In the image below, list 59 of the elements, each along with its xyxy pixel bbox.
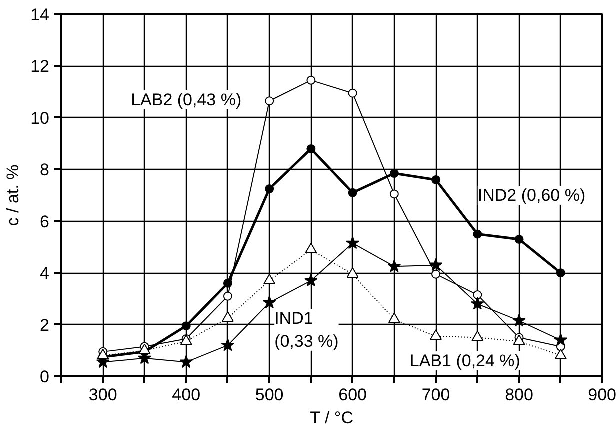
y-tick-label: 14 — [30, 6, 50, 24]
y-axis-title: c / at. % — [4, 164, 23, 226]
series-label: IND1 (0,33 %) — [274, 309, 339, 351]
point — [264, 274, 276, 285]
y-tick-label: 8 — [40, 160, 50, 180]
y-tick-label: 2 — [40, 316, 50, 335]
x-tick-label: 900 — [588, 386, 616, 404]
point — [554, 333, 568, 346]
point — [180, 355, 194, 368]
y-tick-label: 12 — [30, 57, 50, 76]
point — [554, 348, 567, 360]
point — [222, 311, 234, 322]
point — [138, 344, 151, 354]
point — [221, 338, 235, 352]
x-tick-label: 300 — [88, 386, 118, 404]
point — [432, 270, 441, 279]
series-label: LAB2 (0,43 %) — [131, 90, 242, 110]
point — [514, 234, 524, 244]
point — [346, 236, 360, 250]
x-tick-label: 700 — [422, 386, 450, 404]
point — [390, 169, 399, 178]
point — [265, 96, 274, 106]
point — [346, 268, 359, 278]
point — [432, 175, 441, 184]
point — [305, 242, 318, 254]
point — [223, 278, 232, 288]
point — [473, 290, 482, 300]
y-tick-label: 6 — [40, 212, 50, 232]
series-label: IND2 (0,60 %) — [478, 186, 586, 205]
point — [182, 322, 191, 331]
point — [304, 274, 318, 287]
point — [512, 314, 526, 327]
y-tick-label: 10 — [30, 108, 50, 128]
point — [223, 292, 232, 301]
point — [97, 348, 110, 360]
point — [390, 190, 399, 199]
point — [265, 184, 274, 194]
point — [472, 330, 484, 342]
point — [556, 268, 566, 278]
point — [262, 296, 276, 309]
x-axis-title: T / °C — [310, 408, 354, 428]
point — [306, 144, 316, 154]
point — [473, 230, 482, 239]
series-label: LAB1 (0,24 %) — [410, 351, 520, 370]
point — [388, 312, 400, 324]
x-tick-label: 400 — [172, 386, 201, 404]
point — [429, 258, 443, 272]
point — [348, 88, 358, 98]
point — [388, 260, 402, 272]
point — [470, 297, 484, 310]
point — [306, 76, 316, 85]
point — [430, 330, 442, 340]
y-tick-label: 0 — [40, 368, 50, 386]
x-tick-label: 600 — [338, 386, 367, 404]
x-tick-label: 800 — [505, 386, 534, 404]
y-tick-label: 4 — [40, 264, 50, 284]
point — [513, 334, 526, 346]
point — [348, 188, 358, 198]
x-tick-label: 500 — [255, 386, 284, 404]
